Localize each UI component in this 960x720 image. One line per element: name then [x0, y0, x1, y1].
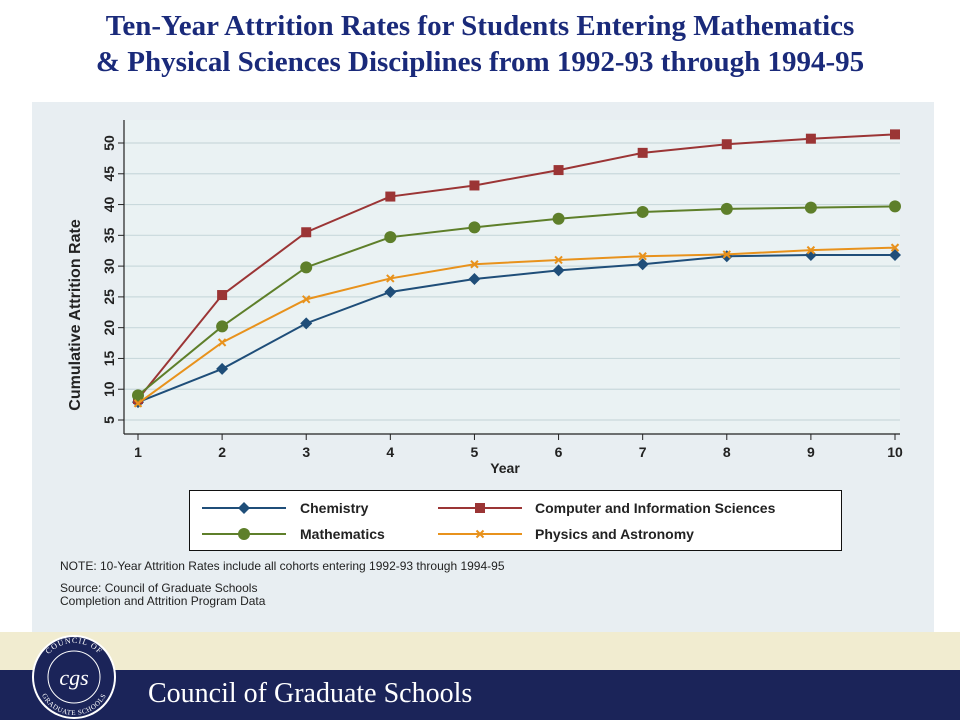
- chart-source-line-2: Completion and Attrition Program Data: [60, 594, 266, 608]
- y-tick-label-40: 40: [101, 197, 117, 213]
- legend-entry-physics-and-astronomy: Physics and Astronomy: [438, 526, 694, 542]
- legend-entry-mathematics: Mathematics: [202, 526, 385, 542]
- point-chemistry-2: [216, 362, 229, 375]
- chart-source-line-1: Source: Council of Graduate Schools: [60, 581, 258, 595]
- y-tick-label-50: 50: [101, 135, 117, 151]
- point-computer-and-information-sciences-4: [385, 191, 396, 202]
- point-physics-and-astronomy-6: [554, 255, 563, 265]
- point-chemistry-10: [889, 249, 901, 262]
- legend-markers: Chemistry Computer and Information Scienc…: [202, 500, 776, 542]
- point-mathematics-1: [132, 389, 144, 402]
- slide-title: Ten-Year Attrition Rates for Students En…: [0, 8, 960, 80]
- x-axis-label: Year: [490, 460, 520, 476]
- point-chemistry-4: [384, 285, 397, 298]
- y-tick-label-15: 15: [101, 350, 117, 366]
- y-axis-ticks: 5 10 15 20 25 30 35 40 45 50: [101, 135, 124, 424]
- y-tick-label-25: 25: [101, 289, 117, 305]
- point-mathematics-4: [384, 231, 397, 244]
- series-line-physics-and-astronomy: [137, 246, 896, 405]
- footer-accent-band: [0, 632, 960, 670]
- x-tick-label-6: 6: [555, 444, 563, 460]
- x-tick-label-7: 7: [639, 444, 647, 460]
- axes: [123, 120, 900, 435]
- y-tick-label-20: 20: [101, 320, 117, 336]
- legend-label-chemistry: Chemistry: [300, 500, 369, 516]
- x-tick-label-3: 3: [302, 444, 310, 460]
- point-mathematics-2: [216, 320, 229, 333]
- point-physics-and-astronomy-7: [638, 252, 647, 261]
- point-mathematics-8: [720, 202, 733, 215]
- x-tick-label-5: 5: [471, 444, 479, 460]
- cgs-seal-logo: COUNCIL OF GRADUATE SCHOOLS cgs: [32, 635, 116, 719]
- point-physics-and-astronomy-4: [386, 274, 395, 283]
- point-physics-and-astronomy-9: [806, 245, 816, 255]
- point-physics-and-astronomy-10: [890, 243, 900, 252]
- x-tick-label-10: 10: [887, 444, 903, 460]
- seal-monogram: cgs: [59, 665, 88, 690]
- series-mathematics: [132, 200, 901, 402]
- point-physics-and-astronomy-5: [470, 260, 479, 269]
- legend-marker-chemistry: [238, 502, 250, 514]
- slide-title-line-2: & Physical Sciences Disciplines from 199…: [95, 46, 865, 78]
- legend-label-physics-and-astronomy: Physics and Astronomy: [535, 526, 694, 542]
- legend-label-mathematics: Mathematics: [300, 526, 385, 542]
- chart-note: NOTE: 10-Year Attrition Rates include al…: [60, 559, 505, 573]
- y-axis-label: Cumulative Attrition Rate: [67, 219, 84, 411]
- series-group: [132, 129, 901, 409]
- point-computer-and-information-sciences-6: [553, 165, 564, 176]
- point-computer-and-information-sciences-2: [217, 290, 228, 301]
- x-tick-label-8: 8: [723, 444, 731, 460]
- point-physics-and-astronomy-8: [722, 250, 731, 259]
- footer-bar: [0, 670, 960, 720]
- point-computer-and-information-sciences-8: [721, 139, 732, 150]
- series-line-chemistry: [137, 254, 895, 404]
- y-tick-label-35: 35: [101, 227, 117, 243]
- point-mathematics-9: [804, 201, 817, 214]
- legend-marker-physics-and-astronomy: [475, 529, 485, 539]
- legend-marker-computer-and-information-sciences: [475, 503, 485, 513]
- point-physics-and-astronomy-1: [133, 399, 143, 408]
- legend-label-computer-and-information-sciences: Computer and Information Sciences: [535, 500, 776, 516]
- chart-panel: 5 10 15 20 25 30 35 40 45 50 1 2 3 4 5 6 7 8 9 10 Cumulati…: [32, 102, 934, 632]
- point-mathematics-6: [552, 212, 565, 225]
- point-mathematics-3: [300, 261, 313, 274]
- slide-title-line-1: Ten-Year Attrition Rates for Students En…: [105, 10, 855, 42]
- plot-area: [124, 120, 900, 434]
- point-mathematics-10: [889, 200, 901, 213]
- point-chemistry-6: [552, 264, 565, 277]
- x-tick-label-2: 2: [218, 444, 226, 460]
- legend: Chemistry Computer and Information Scienc…: [189, 490, 842, 551]
- x-axis-ticks: 1 2 3 4 5 6 7 8 9 10: [134, 434, 903, 460]
- y-tick-label-10: 10: [101, 381, 117, 397]
- point-computer-and-information-sciences-3: [301, 227, 312, 238]
- y-tick-label-5: 5: [101, 416, 117, 424]
- y-tick-label-45: 45: [101, 166, 117, 182]
- point-chemistry-3: [300, 317, 313, 330]
- legend-entry-computer-and-information-sciences: Computer and Information Sciences: [438, 500, 776, 516]
- gridlines: [124, 120, 900, 434]
- x-tick-label-1: 1: [134, 444, 142, 460]
- series-physics-and-astronomy: [133, 243, 900, 408]
- y-tick-label-30: 30: [101, 258, 117, 274]
- legend-marker-mathematics: [238, 528, 250, 540]
- point-computer-and-information-sciences-10: [890, 129, 900, 140]
- footer-org-name: Council of Graduate Schools: [148, 678, 473, 709]
- point-chemistry-5: [468, 273, 481, 286]
- series-line-computer-and-information-sciences: [137, 133, 896, 400]
- x-tick-label-4: 4: [386, 444, 394, 460]
- point-mathematics-5: [468, 221, 481, 234]
- point-chemistry-7: [636, 258, 649, 271]
- point-computer-and-information-sciences-9: [805, 133, 816, 144]
- x-tick-label-9: 9: [807, 444, 815, 460]
- point-computer-and-information-sciences-7: [637, 147, 648, 158]
- point-mathematics-7: [636, 205, 649, 218]
- point-physics-and-astronomy-3: [302, 295, 311, 304]
- point-computer-and-information-sciences-5: [469, 180, 480, 191]
- series-line-mathematics: [137, 205, 896, 397]
- legend-entry-chemistry: Chemistry: [202, 500, 369, 516]
- point-physics-and-astronomy-2: [217, 338, 227, 347]
